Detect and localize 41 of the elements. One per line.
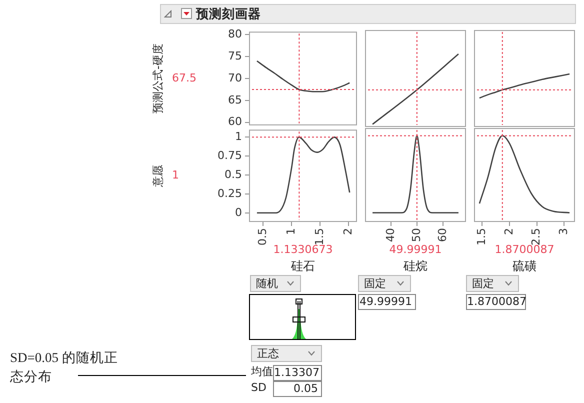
ref-line-label: 49.99991 [389,242,442,256]
text: 0.05 [273,381,322,397]
text: 随机 [256,277,278,290]
x-tick-label: 2 [502,228,516,235]
x-axis-title: 硅石 [290,258,315,273]
text: 1.13307 [273,365,322,381]
text: 正态 [257,347,279,360]
ref-line-label: 67.5 [172,71,196,84]
ref-line-label: 1 [172,168,179,182]
y-tick-label: 80 [228,28,242,41]
text: 均值 [251,365,273,379]
x-axis-title: 硅烷 [402,258,428,273]
x-axis-title: 硫磺 [512,258,536,273]
chart-title: 预测刻画器 [196,6,261,22]
text: SD=0.05 的随机正态分布 [10,349,119,386]
y-axis-title: 预测公式-硬度 [151,44,164,114]
y-tick-label: 75 [228,49,242,62]
text: 固定 [472,277,494,290]
y-tick-label: 0 [235,206,242,219]
x-tick-label: 50 [410,228,423,242]
x-tick-label: 1 [284,228,298,235]
x-tick-label: 60 [436,228,449,242]
x-tick-label: 1.5 [475,228,488,246]
x-tick-label: 1.5 [312,228,326,246]
x-tick-label: 40 [384,228,397,242]
x-tick-label: 0.5 [256,228,270,246]
x-tick-label: 2.5 [530,228,543,246]
y-tick-label: 0.5 [224,168,242,181]
y-tick-label: 0.75 [218,148,242,162]
y-tick-label: 65 [228,93,242,106]
y-tick-label: 1 [235,130,242,144]
y-tick-label: 70 [228,71,242,84]
text: 固定 [364,277,386,290]
text: SD [251,381,266,395]
text: 49.99991 [358,294,416,310]
x-tick-label: 3 [556,228,570,235]
y-tick-label: 0.25 [218,186,242,200]
text: 1.8700087 [466,294,526,310]
x-tick-label: 2 [341,228,354,235]
y-tick-label: 60 [228,115,242,128]
y-axis-title: 意愿 [151,164,164,188]
